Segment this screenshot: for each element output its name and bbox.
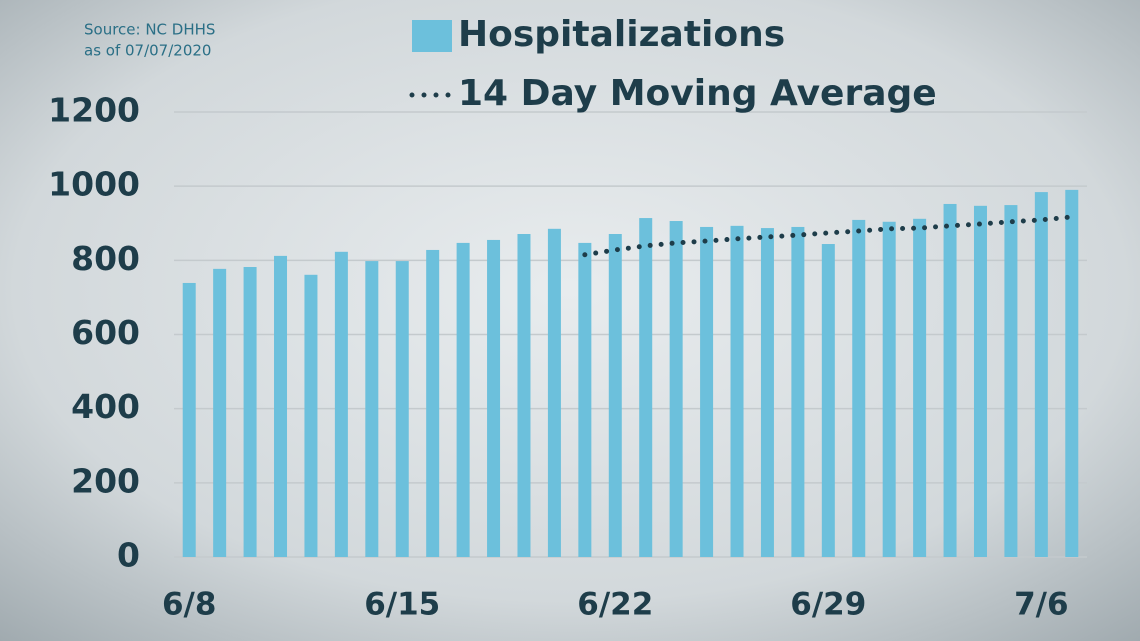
- source-note: as of 07/07/2020: [84, 42, 211, 60]
- x-tick-label: 6/22: [577, 587, 653, 623]
- y-tick-label: 600: [71, 313, 140, 352]
- bar: [304, 274, 318, 557]
- y-tick-label: 1000: [48, 165, 140, 204]
- bar: [943, 203, 957, 557]
- bar: [426, 249, 440, 557]
- legend-label: 14 Day Moving Average: [458, 73, 937, 114]
- bar: [487, 239, 501, 557]
- moving-average-line: [582, 214, 1075, 258]
- bar: [213, 268, 227, 557]
- x-tick-label: 6/29: [790, 587, 866, 623]
- bar: [852, 219, 866, 557]
- y-tick-label: 1200: [48, 91, 140, 130]
- bar: [547, 228, 561, 557]
- bar: [334, 251, 348, 557]
- y-tick-label: 400: [71, 387, 140, 426]
- x-tick-label: 6/8: [162, 587, 216, 623]
- bar: [365, 261, 379, 557]
- legend-label: Hospitalizations: [458, 14, 785, 55]
- bar: [639, 218, 653, 557]
- bar: [973, 205, 987, 557]
- source-note: Source: NC DHHS: [84, 21, 215, 39]
- bar: [700, 226, 714, 558]
- bar: [243, 267, 257, 557]
- y-tick-label: 200: [71, 461, 140, 500]
- bar: [669, 221, 683, 557]
- bar: [913, 218, 927, 558]
- y-tick-label: 800: [71, 239, 140, 278]
- bar: [1004, 205, 1018, 557]
- bar: [882, 221, 896, 557]
- bar: [730, 225, 744, 558]
- x-tick-label: 6/15: [364, 587, 440, 623]
- bar: [274, 255, 288, 557]
- bar: [1065, 189, 1079, 557]
- bar: [395, 261, 409, 557]
- y-tick-label: 0: [117, 536, 140, 575]
- bar: [182, 282, 196, 557]
- bar: [1034, 192, 1048, 557]
- bar: [791, 226, 805, 558]
- legend-swatch: [412, 20, 452, 52]
- bar: [760, 228, 774, 557]
- x-tick-label: 7/6: [1014, 587, 1068, 623]
- bar: [578, 242, 592, 557]
- bar: [821, 244, 835, 557]
- bar: [608, 234, 622, 558]
- bar: [517, 234, 531, 558]
- bar: [456, 242, 470, 557]
